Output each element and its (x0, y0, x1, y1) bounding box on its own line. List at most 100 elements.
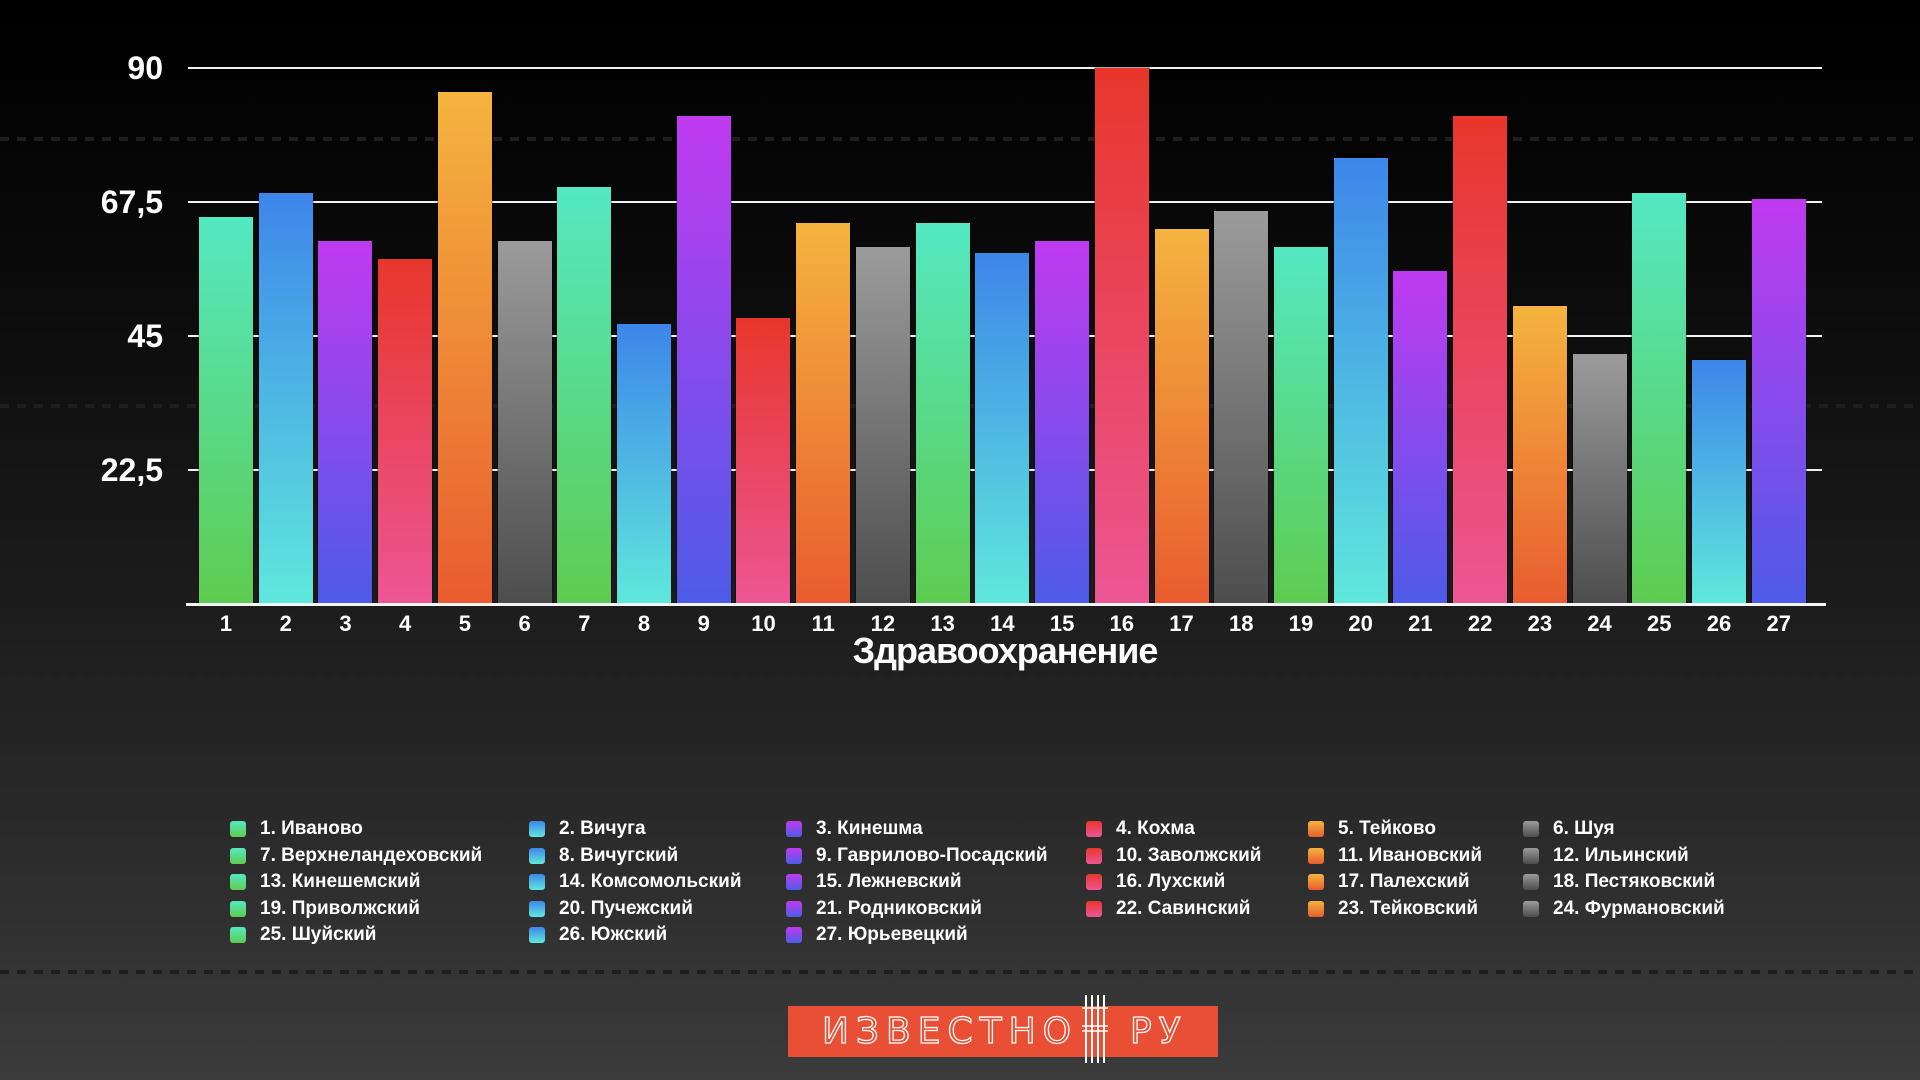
logo-background (788, 1006, 1218, 1057)
legend-item-22: 22. Савинский (1086, 898, 1250, 920)
izvestno-ru-logo: ИЗВЕСТНО РУ (788, 995, 1218, 1063)
x-axis-label-23: 23 (1527, 611, 1553, 636)
bar-20 (1333, 157, 1388, 604)
legend-label: 21. Родниковский (816, 897, 982, 919)
legend-label: 24. Фурмановский (1553, 897, 1725, 919)
legend-label: 15. Лежневский (816, 871, 962, 893)
logo-text-suffix: РУ (1129, 1010, 1188, 1052)
x-axis-label-13: 13 (930, 611, 955, 636)
x-axis-label-24: 24 (1587, 611, 1612, 636)
legend-swatch-purple (786, 847, 802, 864)
bar-26 (1692, 359, 1746, 604)
x-axis-label-22: 22 (1467, 611, 1493, 636)
legend-swatch-green (230, 847, 246, 864)
legend-item-20: 20. Пучежский (529, 898, 693, 920)
legend-swatch-blue (529, 900, 545, 917)
legend-label: 6. Шуя (1553, 818, 1615, 839)
legend-swatch-green (230, 821, 246, 837)
x-axis-label-6: 6 (518, 611, 531, 636)
x-axis-label-19: 19 (1288, 611, 1314, 636)
legend-item-17: 17. Палехский (1308, 871, 1470, 893)
background-dot-row (0, 671, 1920, 675)
x-axis-label-3: 3 (339, 611, 352, 636)
x-axis-label-26: 26 (1706, 611, 1732, 636)
legend-swatch-green (230, 874, 246, 891)
legend-label: 23. Тейковский (1338, 897, 1479, 919)
legend-swatch-red (1086, 821, 1102, 837)
legend-item-19: 19. Приволжский (230, 898, 420, 920)
legend-item-27: 27. Юрьевецкий (786, 924, 968, 946)
background-dot-row (0, 137, 1920, 141)
legend-item-15: 15. Лежневский (786, 871, 962, 893)
bar-10 (736, 318, 791, 604)
bar-16 (1094, 68, 1149, 604)
legend-item-26: 26. Южский (529, 924, 667, 946)
legend-swatch-orange (1308, 847, 1324, 864)
x-axis-label-7: 7 (578, 611, 591, 636)
legend-label: 11. Ивановский (1338, 844, 1483, 866)
legend-item-18: 18. Пестяковский (1523, 871, 1715, 893)
legend-swatch-green (230, 900, 246, 917)
bar-15 (1035, 240, 1090, 604)
x-axis-label-15: 15 (1049, 611, 1075, 636)
legend-label: 18. Пестяковский (1553, 871, 1716, 893)
bar-1 (199, 217, 253, 604)
bar-22 (1453, 115, 1508, 604)
legend-item-25: 25. Шуйский (230, 924, 376, 946)
legend-item-8: 8. Вичугский (529, 845, 678, 867)
legend-label: 27. Юрьевецкий (816, 924, 968, 946)
bar-7 (557, 187, 612, 604)
bar-25 (1632, 193, 1687, 604)
legend-swatch-orange (1308, 900, 1324, 917)
logo-text-main: ИЗВЕСТНО (821, 1010, 1078, 1052)
legend-item-6: 6. Шуя (1523, 818, 1615, 840)
legend-swatch-purple (786, 874, 802, 891)
legend-label: 9. Гаврилово-Посадский (816, 844, 1048, 866)
legend-item-16: 16. Лухский (1086, 871, 1225, 893)
x-axis-label-10: 10 (751, 611, 776, 636)
x-axis-label-14: 14 (990, 611, 1015, 636)
bar-17 (1154, 229, 1209, 604)
legend-swatch-orange (1308, 821, 1324, 837)
legend-label: 26. Южский (559, 924, 668, 946)
legend-swatch-orange (1308, 874, 1324, 891)
legend-label: 8. Вичугский (559, 844, 679, 866)
legend-label: 7. Верхнеландеховский (260, 844, 483, 866)
legend-swatch-green (230, 927, 246, 944)
legend-label: 13. Кинешемский (260, 871, 421, 893)
bar-3 (318, 240, 373, 604)
x-axis-label-9: 9 (697, 611, 710, 636)
bar-19 (1273, 246, 1328, 604)
legend-label: 10. Заволжский (1116, 844, 1262, 866)
x-axis-title: Здравоохранение (852, 630, 1159, 671)
legend-swatch-gray (1523, 900, 1539, 917)
bar-18 (1214, 211, 1269, 604)
bar-chart: 90 67,5 45 22,5 1 2 3 4 5 6 7 8 9 10 11 12 13 14 15 16 17 18 1… (100, 67, 1822, 636)
legend-swatch-red (1086, 900, 1102, 917)
legend-swatch-blue (529, 821, 545, 837)
legend-item-7: 7. Верхнеландеховский (230, 845, 482, 867)
logo-ladder-icon (1082, 995, 1108, 1063)
x-axis-label-17: 17 (1169, 611, 1194, 636)
x-axis-label-18: 18 (1228, 611, 1254, 636)
legend-item-13: 13. Кинешемский (230, 871, 420, 893)
x-axis-label-12: 12 (870, 611, 896, 636)
legend-label: 25. Шуйский (260, 924, 377, 946)
legend-label: 1. Иваново (260, 818, 363, 839)
bar-4 (378, 258, 433, 604)
legend-label: 17. Палехский (1338, 871, 1470, 893)
y-axis-label-22.5: 22,5 (100, 452, 163, 489)
bar-14 (975, 252, 1030, 604)
legend-item-5: 5. Тейково (1308, 818, 1436, 840)
bar-12 (855, 246, 910, 604)
legend-label: 2. Вичуга (559, 818, 646, 839)
legend-item-24: 24. Фурмановский (1523, 898, 1725, 920)
x-axis-label-5: 5 (458, 611, 471, 636)
bar-13 (915, 223, 970, 604)
legend-label: 14. Комсомольский (559, 871, 742, 893)
legend-label: 5. Тейково (1338, 818, 1436, 839)
legend-swatch-purple (786, 821, 802, 837)
legend-label: 3. Кинешма (816, 818, 923, 839)
bar-21 (1393, 270, 1448, 604)
legend-item-10: 10. Заволжский (1086, 845, 1261, 867)
